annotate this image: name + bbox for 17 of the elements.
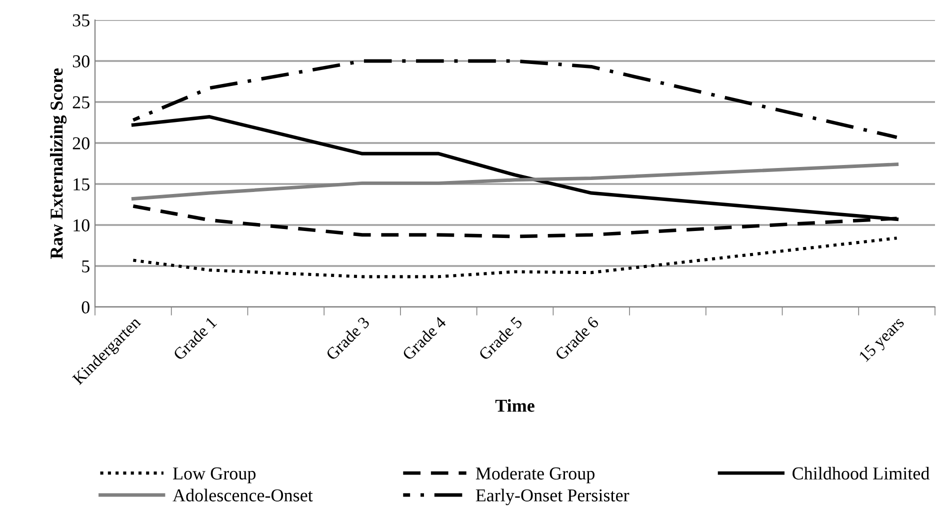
y-axis-title: Raw Externalizing Score [50, 68, 67, 259]
y-tick-label: 15 [74, 178, 90, 190]
legend-label: Early-Onset Persister [476, 488, 630, 506]
y-tick-label: 10 [74, 219, 90, 232]
legend-label: Low Group [173, 467, 256, 484]
legend-label: Childhood Limited [792, 466, 930, 480]
y-tick-label: 25 [72, 96, 90, 108]
legend-label: Moderate Group [476, 466, 594, 484]
y-tick-label: 30 [72, 55, 90, 68]
legend-label: Adolescence-Onset [172, 488, 313, 502]
line-series [132, 236, 898, 278]
y-tick-label: 0 [82, 301, 90, 314]
y-tick-label: 20 [72, 137, 90, 150]
x-axis-title: Time [495, 399, 534, 412]
y-tick-label: 35 [72, 14, 90, 26]
line-series [131, 162, 899, 200]
y-tick-label: 5 [82, 260, 90, 272]
